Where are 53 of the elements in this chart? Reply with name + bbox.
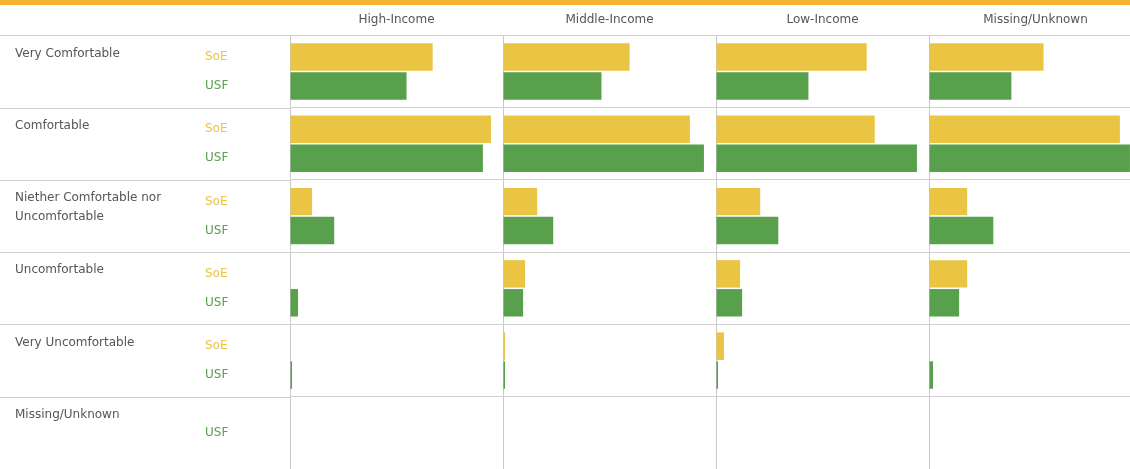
bar	[290, 115, 491, 144]
text: SoE	[205, 266, 228, 281]
text: SoE	[205, 338, 228, 353]
bar	[716, 115, 875, 144]
bar	[716, 43, 867, 71]
text: SoE	[205, 121, 228, 136]
y-tick-label: Very Uncomfortable	[15, 334, 135, 349]
bar	[716, 144, 917, 172]
bar	[929, 144, 1130, 172]
chart-title: Low-Income	[786, 12, 859, 27]
text: USF	[205, 222, 229, 237]
bar	[503, 43, 630, 71]
bar	[716, 332, 725, 360]
bar	[290, 216, 335, 245]
text: SoE	[205, 193, 228, 208]
bar	[503, 72, 602, 100]
bar	[929, 43, 1044, 71]
bar	[290, 289, 299, 317]
y-tick-label: Comfortable	[15, 117, 90, 132]
y-tick-label: Very Comfortable	[15, 45, 120, 60]
bar	[929, 187, 968, 216]
bar	[929, 216, 994, 245]
bar	[290, 72, 407, 100]
bar	[716, 289, 743, 317]
y-tick-label: Niether Comfortable nor Uncomfortable	[15, 190, 162, 224]
text: USF	[205, 367, 229, 382]
bar	[503, 289, 524, 317]
bar	[929, 260, 968, 288]
chart-title: Middle-Income	[565, 12, 654, 27]
bar	[290, 187, 313, 216]
text: USF	[205, 294, 229, 309]
text: SoE	[205, 49, 228, 64]
bar	[929, 115, 1120, 144]
bar	[929, 72, 1012, 100]
bar	[716, 72, 809, 100]
text: USF	[205, 150, 229, 165]
bar	[503, 187, 538, 216]
bar	[503, 144, 704, 172]
bar	[716, 260, 741, 288]
bar	[503, 216, 554, 245]
bar	[929, 289, 960, 317]
y-tick-label: Missing/Unknown	[15, 406, 120, 421]
y-tick-label: Uncomfortable	[15, 262, 104, 277]
bar	[503, 260, 526, 288]
bar	[290, 144, 483, 172]
bar	[716, 216, 779, 245]
bar	[716, 187, 761, 216]
bar	[503, 115, 690, 144]
bar	[290, 43, 433, 71]
chart-title: Missing/Unknown	[983, 12, 1088, 27]
text: USF	[205, 78, 229, 93]
text: USF	[205, 424, 229, 439]
chart-title: High-Income	[358, 12, 435, 27]
